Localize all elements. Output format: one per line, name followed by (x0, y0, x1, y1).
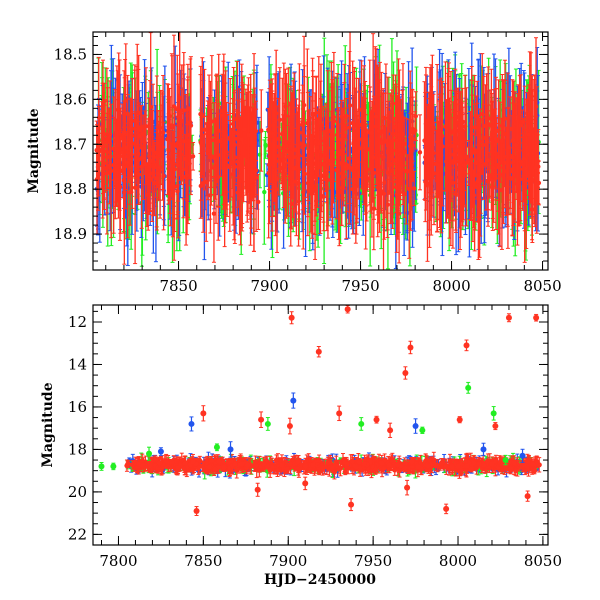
top-red-point (411, 186, 417, 191)
top-red-point (169, 123, 175, 128)
top-red-point (150, 147, 156, 153)
top-panel: 7850 7900 7950 8000 805018.518.618.718.818.9… (26, 31, 562, 295)
top-blue-point (152, 119, 158, 124)
top-data-marks (94, 32, 542, 270)
top-green-point (262, 189, 267, 195)
top-red-point (464, 154, 469, 160)
top-red-point (289, 201, 294, 207)
top-red-point (413, 113, 418, 119)
